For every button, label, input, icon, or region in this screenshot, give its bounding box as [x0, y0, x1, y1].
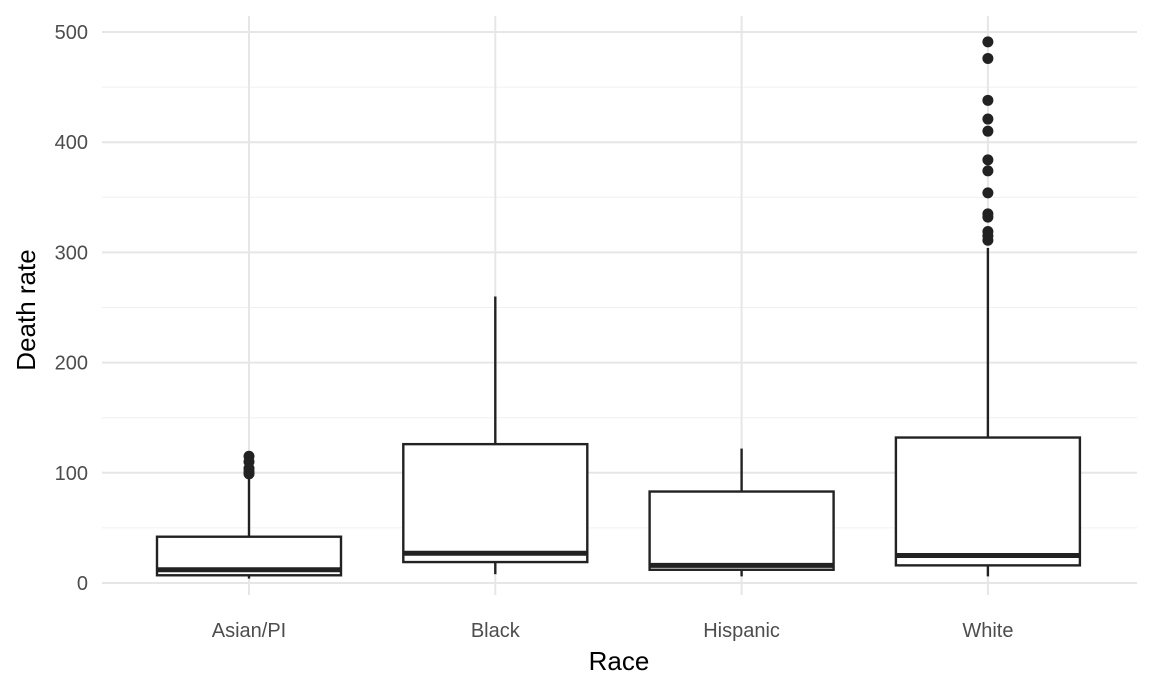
- box-black: [402, 296, 589, 575]
- box-iqr: [402, 442, 589, 564]
- y-tick-label: 100: [55, 463, 88, 485]
- x-tick-label: Black: [471, 620, 521, 642]
- y-tick-label: 300: [55, 242, 88, 264]
- y-tick-label: 500: [55, 22, 88, 44]
- x-axis-ticks: Asian/PI Black Hispanic White: [212, 620, 1014, 642]
- x-tick-label: Asian/PI: [212, 620, 286, 642]
- box-iqr: [894, 436, 1082, 567]
- outlier-point: [982, 154, 994, 166]
- outlier-point: [982, 165, 994, 177]
- outlier-point: [243, 450, 255, 462]
- outlier-point: [982, 94, 994, 106]
- boxes: [155, 36, 1082, 579]
- y-tick-label: 200: [55, 353, 88, 375]
- outlier-point: [982, 208, 994, 220]
- outlier-point: [982, 125, 994, 137]
- box-asian-pi: [155, 450, 343, 579]
- y-axis-ticks: 0 100 200 300 400 500: [55, 22, 88, 595]
- box-hispanic: [648, 448, 835, 577]
- box-iqr: [648, 490, 835, 571]
- outlier-point: [982, 36, 994, 48]
- x-tick-label: White: [962, 620, 1013, 642]
- y-axis-title: Death rate: [11, 249, 41, 370]
- outlier-point: [982, 225, 994, 237]
- outlier-point: [982, 113, 994, 125]
- y-tick-label: 400: [55, 132, 88, 154]
- outlier-point: [982, 52, 994, 64]
- x-tick-label: Hispanic: [703, 620, 780, 642]
- box-white: [894, 36, 1082, 577]
- x-axis-title: Race: [589, 646, 650, 676]
- outlier-point: [982, 187, 994, 199]
- y-tick-label: 0: [77, 573, 88, 595]
